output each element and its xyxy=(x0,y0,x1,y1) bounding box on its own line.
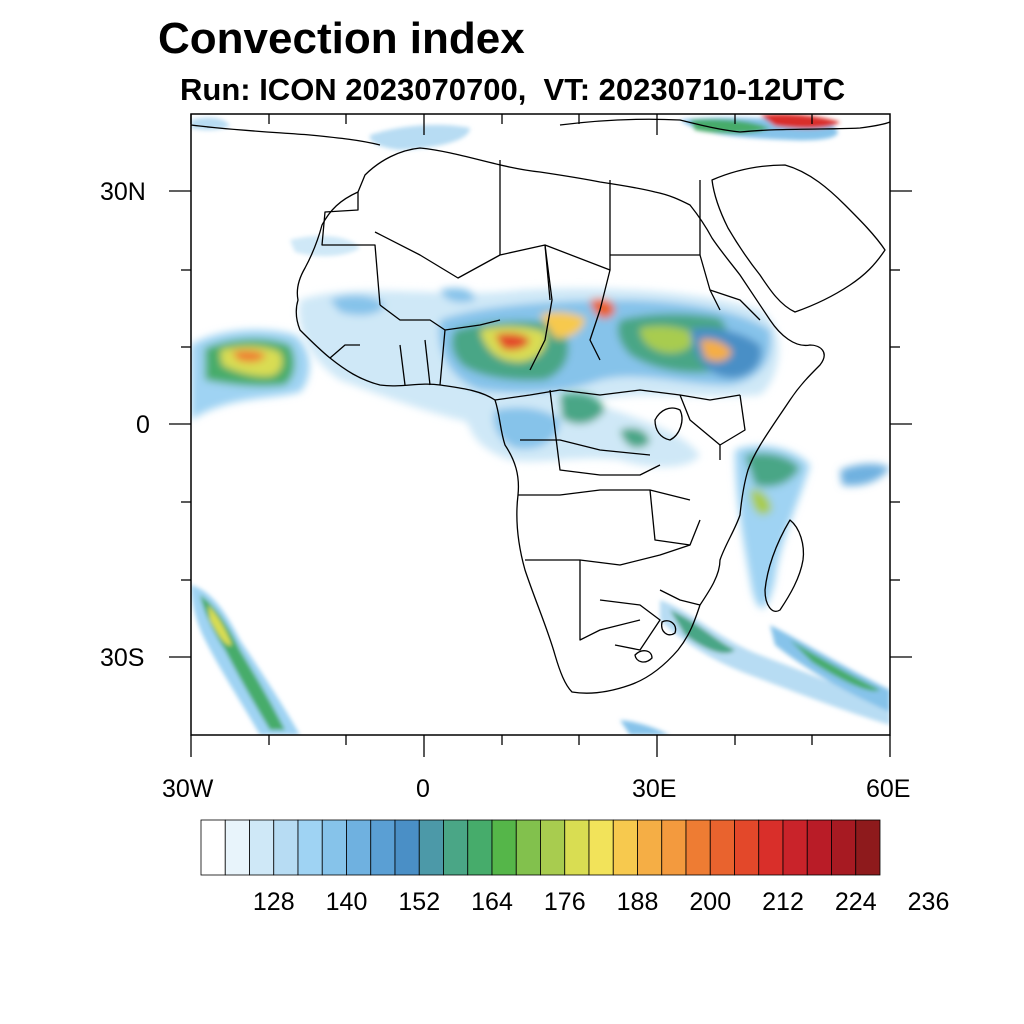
colorbar-swatch xyxy=(588,819,614,876)
colorbar-swatch xyxy=(249,819,275,876)
colorbar-label: 128 xyxy=(252,888,295,916)
colorbar-label: 224 xyxy=(834,888,877,916)
colorbar-swatch xyxy=(661,819,687,876)
colorbar-swatch xyxy=(758,819,784,876)
colorbar-swatch xyxy=(612,819,638,876)
y-tick-label: 30S xyxy=(100,644,145,672)
colorbar-swatch xyxy=(734,819,760,876)
colorbar-swatch xyxy=(394,819,420,876)
colorbar-swatch xyxy=(443,819,469,876)
colorbar-swatch xyxy=(467,819,493,876)
colorbar-label: 164 xyxy=(471,888,513,916)
y-tick-label: 0 xyxy=(136,411,150,439)
colorbar-swatch xyxy=(200,819,226,876)
colorbar-swatch xyxy=(273,819,299,876)
colorbar-label: 152 xyxy=(398,888,441,916)
colorbar-swatch xyxy=(297,819,323,876)
convection-field xyxy=(191,114,890,735)
chart-title: Convection index xyxy=(158,14,525,63)
axis-ticks xyxy=(169,114,912,757)
chart-subtitle: Run: ICON 2023070700, VT: 20230710-12UTC xyxy=(180,72,846,107)
colorbar-swatch xyxy=(321,819,347,876)
x-tick-label: 30W xyxy=(162,775,214,803)
y-tick-label: 30N xyxy=(100,178,146,206)
colorbar-swatch xyxy=(806,819,832,876)
colorbar-swatch xyxy=(782,819,808,876)
colorbar-label: 200 xyxy=(689,888,732,916)
colorbar-label: 140 xyxy=(325,888,368,916)
africa-outline xyxy=(191,118,890,694)
colorbar-swatch xyxy=(224,819,250,876)
colorbar-swatch xyxy=(685,819,711,876)
colorbar-swatch xyxy=(370,819,396,876)
colorbar-swatch xyxy=(515,819,541,876)
colorbar-swatch xyxy=(418,819,444,876)
colorbar-swatch xyxy=(831,819,857,876)
colorbar-swatch xyxy=(709,819,735,876)
colorbar-swatch xyxy=(855,819,881,876)
colorbar-label: 212 xyxy=(762,888,804,916)
colorbar-label: 176 xyxy=(543,888,586,916)
colorbar-swatch xyxy=(491,819,517,876)
colorbar-swatch xyxy=(540,819,566,876)
colorbar-swatch xyxy=(346,819,372,876)
colorbar-swatch xyxy=(564,819,590,876)
colorbar-label: 236 xyxy=(907,888,950,916)
colorbar-label: 188 xyxy=(616,888,659,916)
colorbar-swatch xyxy=(637,819,663,876)
x-tick-label: 30E xyxy=(632,775,677,803)
x-tick-label: 0 xyxy=(416,775,430,803)
x-tick-label: 60E xyxy=(866,775,911,803)
